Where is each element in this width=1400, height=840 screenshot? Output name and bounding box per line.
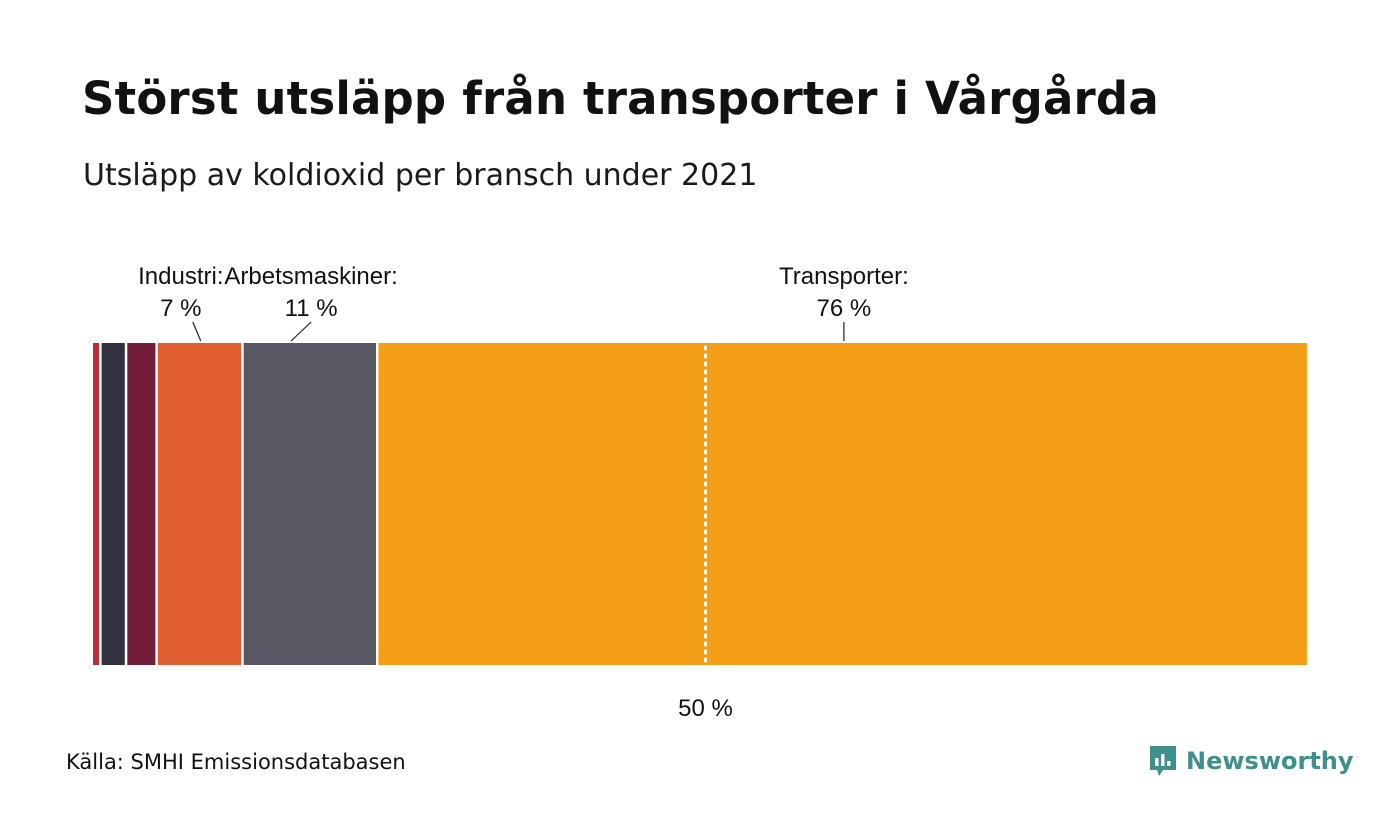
segment-name-label-4: Industri: xyxy=(138,263,223,290)
bar-segment-3 xyxy=(127,343,156,665)
segment-labels: Industri: 7 % Arbetsmaskiner: 11 % Transport… xyxy=(138,263,909,342)
segment-value-label-5: 11 % xyxy=(285,295,338,322)
bar-segment-2 xyxy=(101,343,125,665)
reference-line-label: 50 % xyxy=(678,695,733,722)
brand-logo[interactable]: Newsworthy xyxy=(1148,744,1354,778)
bar-segment-6 xyxy=(378,343,1307,665)
bar-segment-4 xyxy=(157,343,242,665)
stacked-bar-chart: Industri: 7 % Arbetsmaskiner: 11 % Transport… xyxy=(93,263,1307,722)
chart-title: Störst utsläpp från transporter i Vårgår… xyxy=(82,72,1159,125)
leader-line-5 xyxy=(290,321,312,342)
leader-line-4 xyxy=(192,321,202,342)
bar-segment-5 xyxy=(243,343,376,665)
segment-name-label-6: Transporter: xyxy=(779,263,909,290)
brand-name: Newsworthy xyxy=(1186,747,1354,775)
chart-subtitle: Utsläpp av koldioxid per bransch under 2… xyxy=(83,158,758,193)
source-note: Källa: SMHI Emissionsdatabasen xyxy=(66,750,406,774)
segment-value-label-6: 76 % xyxy=(817,295,872,322)
bar-segments xyxy=(93,343,1307,665)
segment-name-label-5: Arbetsmaskiner: xyxy=(224,263,397,290)
bar-chart-speech-bubble-icon xyxy=(1150,746,1176,776)
bar-segment-1 xyxy=(93,343,100,665)
segment-value-label-4: 7 % xyxy=(160,295,201,322)
